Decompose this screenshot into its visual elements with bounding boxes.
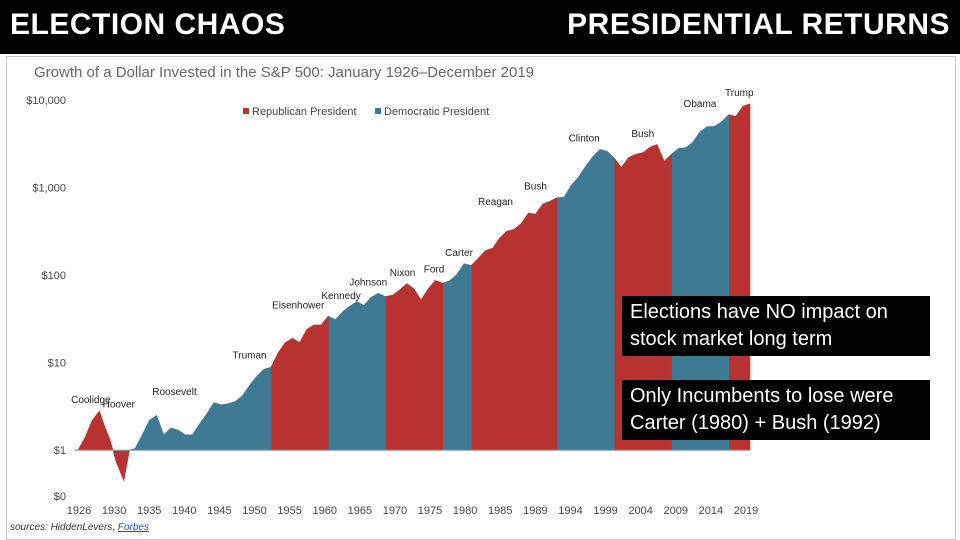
term-area-carter	[443, 263, 473, 451]
y-tick-label: $100	[42, 270, 66, 282]
legend-label: Democratic President	[384, 106, 489, 118]
president-label: Coolidge	[71, 395, 111, 406]
term-area-coolidge	[77, 410, 102, 451]
callout-incumbents-lost: Only Incumbents to lose were Carter (198…	[622, 380, 930, 440]
x-tick-label: 1965	[348, 505, 372, 517]
president-label: Kennedy	[321, 291, 360, 302]
x-tick-label: 2004	[628, 505, 652, 517]
y-tick-label: $10,000	[26, 95, 66, 107]
x-tick-label: 1950	[242, 505, 266, 517]
x-tick-label: 1999	[593, 505, 617, 517]
sources-prefix: sources: HiddenLevers,	[10, 522, 118, 533]
legend-swatch	[243, 108, 249, 114]
callout-elections-no-impact: Elections have NO impact on stock market…	[622, 296, 930, 356]
x-tick-label: 1945	[207, 505, 231, 517]
legend-label: Republican President	[252, 106, 357, 118]
president-label: Hoover	[103, 399, 136, 410]
term-area-reagan	[471, 212, 530, 451]
x-tick-label: 2014	[699, 505, 723, 517]
president-label: Obama	[684, 99, 717, 110]
term-area-roosevelt	[129, 402, 217, 451]
x-tick-label: 1970	[383, 505, 407, 517]
x-tick-label: 2019	[734, 505, 758, 517]
president-label: Nixon	[390, 268, 416, 279]
banner-right-title: PRESIDENTIAL RETURNS	[567, 8, 950, 41]
term-area-ford	[425, 280, 444, 451]
president-label: Bush	[524, 182, 547, 193]
x-tick-label: 1985	[488, 505, 512, 517]
banner-left-title: ELECTION CHAOS	[10, 8, 286, 41]
president-label: Truman	[233, 350, 267, 361]
x-tick-label: 1975	[418, 505, 442, 517]
president-label: Eisenhower	[272, 300, 325, 311]
y-tick-label: $10	[48, 358, 66, 370]
president-label: Roosevelt	[152, 387, 197, 398]
callout-line: Carter (1980) + Bush (1992)	[630, 412, 881, 434]
x-tick-label: 1994	[558, 505, 582, 517]
x-tick-label: 1960	[312, 505, 336, 517]
president-label: Trump	[725, 88, 754, 99]
president-label: Ford	[424, 265, 445, 276]
x-tick-label: 1989	[523, 505, 547, 517]
x-tick-label: 1930	[102, 505, 126, 517]
term-area-eisenhower	[271, 315, 330, 451]
term-area-nixon	[385, 283, 426, 451]
term-area-bush	[528, 197, 558, 451]
sources-note: sources: HiddenLevers, Forbes	[10, 522, 149, 533]
x-tick-label: 1926	[67, 505, 91, 517]
chart-title: Growth of a Dollar Invested in the S&P 5…	[34, 64, 535, 81]
y-tick-label: $0	[54, 491, 66, 503]
term-area-truman	[215, 365, 272, 451]
term-area-kennedy	[328, 306, 350, 451]
president-label: Carter	[445, 248, 473, 259]
term-area-hoover	[100, 415, 130, 482]
sources-forbes-link[interactable]: Forbes	[117, 522, 149, 533]
y-tick-label: $1	[54, 445, 66, 457]
x-tick-label: 2009	[664, 505, 688, 517]
y-tick-label: $1,000	[32, 183, 66, 195]
callout-line: Elections have NO impact on	[630, 301, 888, 323]
term-area-clinton	[557, 149, 616, 451]
x-tick-label: 1955	[277, 505, 301, 517]
x-tick-label: 1935	[137, 505, 161, 517]
callout-line: Only Incumbents to lose were	[630, 385, 894, 407]
x-tick-label: 1940	[172, 505, 196, 517]
term-area-johnson	[348, 292, 387, 451]
x-tick-label: 1980	[453, 505, 477, 517]
president-label: Bush	[631, 129, 654, 140]
president-label: Johnson	[349, 278, 387, 289]
president-label: Reagan	[478, 197, 513, 208]
legend-swatch	[375, 108, 381, 114]
callout-line: stock market long term	[630, 328, 833, 350]
header-banner: ELECTION CHAOS PRESIDENTIAL RETURNS	[0, 0, 960, 54]
president-label: Clinton	[569, 134, 600, 145]
